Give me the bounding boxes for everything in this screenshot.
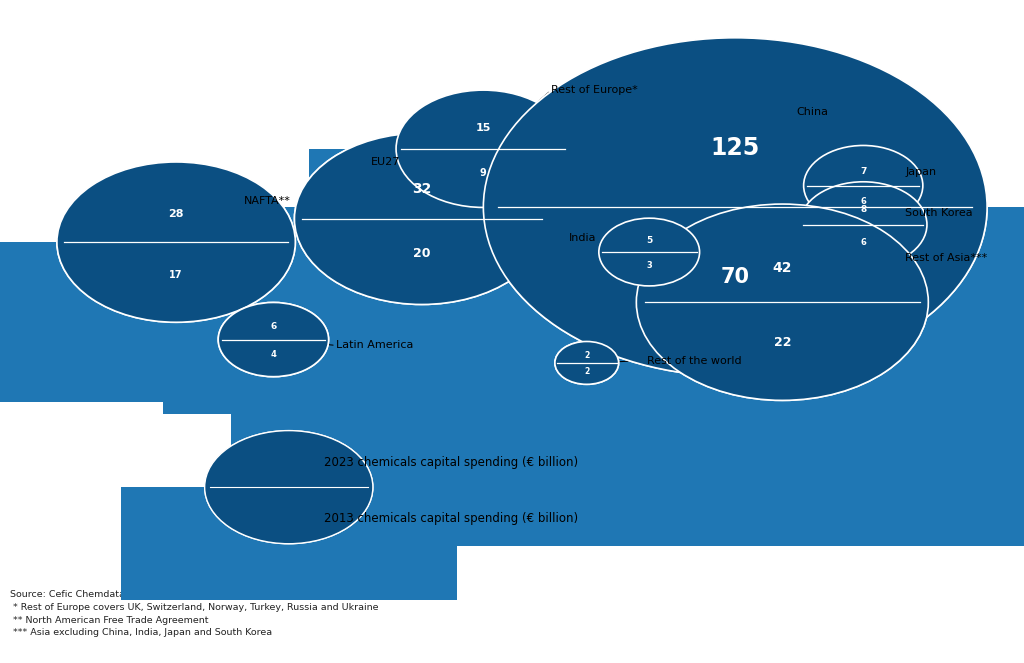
Text: Latin America: Latin America [336, 340, 414, 351]
Ellipse shape [57, 162, 295, 322]
Text: 42: 42 [772, 261, 793, 275]
Ellipse shape [800, 182, 927, 267]
Text: 9: 9 [480, 168, 486, 178]
Text: 22: 22 [773, 336, 792, 349]
Text: Rest of Asia***: Rest of Asia*** [905, 253, 987, 263]
Text: NAFTA**: NAFTA** [244, 196, 291, 206]
Ellipse shape [57, 162, 295, 322]
Bar [163, 339, 384, 414]
Ellipse shape [295, 133, 549, 304]
Text: 7: 7 [860, 167, 866, 176]
Bar [523, 363, 650, 406]
Ellipse shape [396, 90, 570, 208]
Text: 15: 15 [475, 123, 492, 133]
Ellipse shape [636, 204, 929, 400]
Text: 4: 4 [270, 350, 276, 359]
Ellipse shape [804, 145, 923, 225]
Text: 2: 2 [584, 367, 590, 376]
Ellipse shape [396, 90, 570, 208]
Bar [549, 252, 750, 320]
Ellipse shape [555, 341, 618, 385]
Bar [736, 225, 990, 310]
Text: 6: 6 [270, 322, 276, 331]
Text: South Korea: South Korea [905, 208, 973, 218]
Text: 2023 chemicals capital spending (€ billion): 2023 chemicals capital spending (€ billi… [324, 455, 578, 469]
Ellipse shape [483, 38, 987, 377]
Ellipse shape [483, 38, 987, 377]
Text: India: India [568, 233, 596, 243]
Text: 2: 2 [584, 351, 590, 360]
Bar [744, 186, 982, 266]
Ellipse shape [800, 182, 927, 267]
Ellipse shape [218, 302, 329, 377]
Text: 70: 70 [721, 267, 750, 286]
Bar [309, 149, 657, 266]
Ellipse shape [295, 133, 549, 304]
Text: EU27: EU27 [371, 157, 400, 167]
Text: 17: 17 [169, 270, 183, 280]
Text: 28: 28 [168, 209, 184, 219]
Text: 20: 20 [413, 247, 431, 261]
Text: 5: 5 [646, 235, 652, 245]
Bar [167, 219, 677, 390]
Ellipse shape [218, 302, 329, 377]
Bar [121, 487, 457, 600]
Bar [0, 242, 415, 402]
Text: Source: Cefic Chemdata International
 * Rest of Europe covers UK, Switzerland, N: Source: Cefic Chemdata International * R… [10, 590, 379, 637]
Text: 6: 6 [860, 198, 866, 206]
Ellipse shape [636, 204, 929, 400]
Ellipse shape [599, 218, 699, 286]
Bar [490, 302, 1024, 499]
Text: 32: 32 [413, 182, 431, 196]
Text: 125: 125 [711, 136, 760, 160]
Ellipse shape [804, 145, 923, 225]
Ellipse shape [205, 431, 373, 544]
Ellipse shape [205, 431, 373, 544]
Text: Rest of the world: Rest of the world [647, 355, 741, 365]
Ellipse shape [599, 218, 699, 286]
Ellipse shape [555, 341, 618, 385]
Text: 6: 6 [860, 238, 866, 247]
Text: Rest of Europe*: Rest of Europe* [551, 86, 638, 95]
Text: 3: 3 [646, 261, 652, 271]
Text: China: China [797, 107, 828, 117]
Text: 2013 chemicals capital spending (€ billion): 2013 chemicals capital spending (€ billi… [324, 512, 578, 525]
Bar [231, 207, 1024, 546]
Text: 8: 8 [860, 205, 866, 214]
Text: Japan: Japan [905, 167, 936, 177]
